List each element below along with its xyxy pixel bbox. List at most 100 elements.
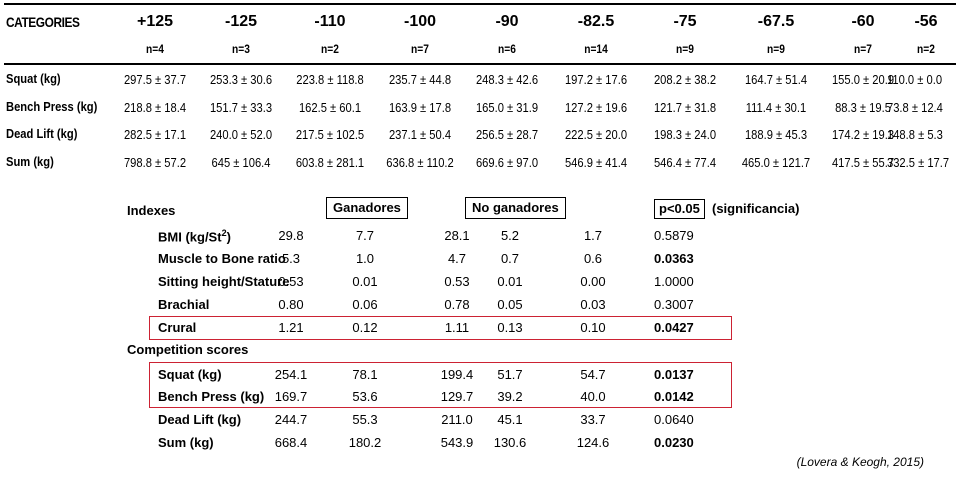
table-cell: 155.0 ± 20.9 (831, 72, 895, 87)
index-row-label-text: Muscle to Bone ratio (158, 251, 286, 266)
category-weight: -82.5 (577, 13, 615, 30)
index-row-label: Crural (158, 320, 196, 335)
index-row-w-sd: 0.06 (352, 297, 378, 312)
winners-header: Ganadores (326, 197, 408, 219)
crural-highlight-box (149, 316, 732, 340)
index-row-nw-sd: 0.13 (497, 320, 523, 335)
table-cell: 235.7 ± 44.8 (388, 72, 452, 87)
category-weight: -67.5 (757, 13, 795, 30)
index-row-w-mean: 1.21 (278, 320, 304, 335)
index-row-label: BMI (kg/St2) (158, 228, 231, 244)
index-row-diff: 1.7 (583, 228, 603, 243)
category-n: n=14 (584, 42, 608, 56)
competition-row-w-sd: 53.6 (352, 389, 378, 404)
table-cell: 282.5 ± 17.1 (123, 127, 187, 142)
competition-row-nw-sd: 130.6 (493, 435, 527, 450)
index-row-diff: 0.6 (583, 251, 603, 266)
category-n: n=4 (146, 42, 164, 56)
index-row-diff: 0.00 (580, 274, 606, 289)
row-label: Squat (kg) (6, 71, 61, 86)
indexes-table: Indexes Ganadores No ganadores p<0.05 (s… (0, 181, 960, 481)
index-row-p-value: 0.0363 (654, 251, 694, 266)
index-row-label-end: ) (226, 229, 231, 245)
table-cell: 197.2 ± 17.6 (564, 72, 628, 87)
competition-row-label: Squat (kg) (158, 367, 222, 382)
row-label: Bench Press (kg) (6, 99, 98, 114)
index-row-nw-mean: 1.11 (444, 320, 470, 335)
index-row-w-sd: 0.12 (352, 320, 378, 335)
index-row-label: Brachial (158, 297, 209, 312)
index-row-diff: 0.10 (580, 320, 606, 335)
indexes-label: Indexes (127, 203, 176, 218)
index-row-label: Muscle to Bone ratio (158, 251, 286, 266)
category-n: n=7 (411, 42, 429, 56)
index-row-label-text: Sitting height/Stature (158, 274, 290, 289)
table-cell: 208.2 ± 38.2 (653, 72, 717, 87)
category-n: n=6 (498, 42, 516, 56)
index-row-w-sd: 0.01 (352, 274, 378, 289)
table-cell: 218.8 ± 18.4 (123, 100, 187, 115)
competition-row-w-mean: 169.7 (274, 389, 308, 404)
table-cell: 174.2 ± 19.3 (831, 127, 895, 142)
table-cell: 248.3 ± 42.6 (475, 72, 539, 87)
table-cell: 73.8 ± 12.4 (887, 100, 943, 115)
index-row-nw-sd: 0.01 (497, 274, 523, 289)
competition-row-p-value: 0.0640 (654, 412, 694, 427)
competition-row-nw-mean: 211.0 (441, 412, 473, 427)
index-row-p-value: 0.3007 (654, 297, 694, 312)
competition-row-diff: 124.6 (576, 435, 610, 450)
table-cell: 163.9 ± 17.8 (388, 100, 452, 115)
top-rule (4, 3, 956, 5)
competition-row-w-sd: 180.2 (348, 435, 382, 450)
table-cell: 217.5 ± 102.5 (295, 127, 365, 142)
index-row-w-mean: 0.80 (278, 297, 304, 312)
category-n: n=2 (917, 42, 935, 56)
index-row-diff: 0.03 (580, 297, 606, 312)
table-cell: 165.0 ± 31.9 (475, 100, 539, 115)
competition-row-diff: 33.7 (580, 412, 606, 427)
competition-row-w-sd: 55.3 (352, 412, 378, 427)
competition-row-w-mean: 254.1 (274, 367, 308, 382)
categories-header: CATEGORIES (6, 14, 80, 30)
index-row-w-mean: 0.53 (278, 274, 304, 289)
competition-row-label: Dead Lift (kg) (158, 412, 241, 427)
index-row-nw-mean: 0.78 (444, 297, 470, 312)
non-winners-header: No ganadores (465, 197, 566, 219)
category-weight: +125 (136, 13, 174, 30)
competition-row-nw-mean: 543.9 (440, 435, 474, 450)
index-row-label-text: Brachial (158, 297, 210, 312)
category-column: -75 n=9 (640, 0, 730, 56)
table-cell: 798.8 ± 57.2 (123, 155, 187, 170)
index-row-w-mean: 29.8 (278, 228, 304, 243)
p-value-header: p<0.05 (654, 199, 705, 219)
index-row-w-mean: 5.3 (281, 251, 301, 266)
table-cell: 110.0 ± 0.0 (887, 72, 943, 87)
table-cell: 240.0 ± 52.0 (209, 127, 273, 142)
table-cell: 151.7 ± 33.3 (209, 100, 273, 115)
significance-note: (significancia) (712, 201, 800, 216)
table-cell: 88.3 ± 19.5 (835, 100, 891, 115)
squat-bench-highlight-box (149, 362, 732, 408)
table-cell: 645 ± 106.4 (211, 155, 271, 170)
table-cell: 256.5 ± 28.7 (475, 127, 539, 142)
table-cell: 121.7 ± 31.8 (653, 100, 717, 115)
table-cell: 603.8 ± 281.1 (295, 155, 365, 170)
competition-row-w-mean: 244.7 (274, 412, 308, 427)
category-weight: -110 (314, 13, 346, 30)
table-cell: 127.2 ± 19.6 (564, 100, 628, 115)
index-row-label: Sitting height/Stature (158, 274, 289, 289)
category-weight: -60 (851, 13, 875, 30)
table-cell: 111.4 ± 30.1 (745, 100, 807, 115)
table-cell: 253.3 ± 30.6 (209, 72, 273, 87)
index-row-nw-sd: 0.7 (500, 251, 520, 266)
table-cell: 164.7 ± 51.4 (744, 72, 808, 87)
competition-row-label-text: Squat (kg) (158, 367, 222, 382)
table-cell: 237.1 ± 50.4 (388, 127, 452, 142)
competition-row-diff: 40.0 (580, 389, 606, 404)
index-row-p-value: 1.0000 (654, 274, 694, 289)
category-n: n=3 (232, 42, 250, 56)
category-n: n=2 (321, 42, 339, 56)
index-row-nw-sd: 0.05 (497, 297, 523, 312)
competition-row-label-text: Dead Lift (kg) (158, 412, 242, 427)
competition-row-nw-sd: 51.7 (497, 367, 523, 382)
